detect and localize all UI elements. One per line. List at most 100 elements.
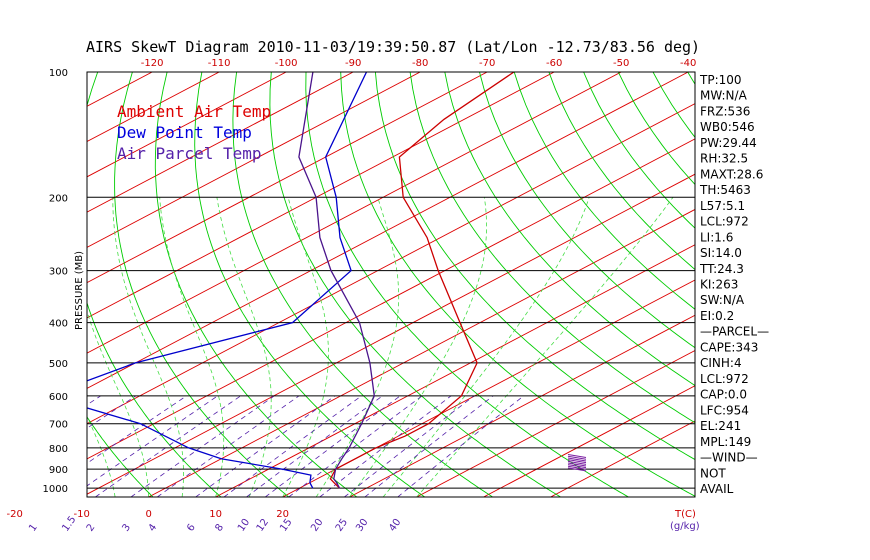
moist-adiabat-line bbox=[216, 197, 272, 497]
stat-line: PW:29.44 bbox=[700, 136, 757, 150]
moist-adiabat-line bbox=[416, 197, 674, 497]
stat-line: EL:241 bbox=[700, 419, 741, 433]
stat-line: CAP:0.0 bbox=[700, 388, 747, 402]
mixing-ratio-line bbox=[397, 395, 524, 497]
top-temp-tick-label: -40 bbox=[680, 58, 696, 69]
bottom-temp-tick-label: 0 bbox=[145, 509, 151, 520]
top-temp-tick-label: -110 bbox=[208, 58, 231, 69]
isotherm-line bbox=[87, 72, 555, 319]
isotherm-line bbox=[483, 385, 695, 497]
dry-adiabat-line bbox=[827, 72, 870, 497]
dry-adiabat-line bbox=[479, 72, 695, 349]
isotherm-line bbox=[0, 72, 85, 497]
isotherm-line bbox=[416, 349, 695, 497]
dry-adiabat-line bbox=[0, 72, 85, 497]
dry-adiabat-line bbox=[757, 72, 870, 497]
wind-barbs bbox=[567, 454, 587, 472]
stat-line: SW:N/A bbox=[700, 293, 745, 307]
mixing-ratio-line bbox=[319, 395, 452, 497]
chart-title: AIRS SkewT Diagram 2010-11-03/19:39:50.8… bbox=[86, 38, 700, 56]
top-temp-tick-label: -70 bbox=[479, 58, 495, 69]
pressure-tick-label: 800 bbox=[49, 444, 68, 455]
legend-parcel-temp: Air Parcel Temp bbox=[117, 144, 262, 163]
isotherm-line bbox=[87, 72, 354, 213]
mixing-ratio-line bbox=[87, 395, 187, 464]
stat-line: TT:24.3 bbox=[699, 262, 744, 276]
mixing-ratio-line bbox=[344, 395, 475, 497]
top-temp-axis: -120 -110 -100 -90 -80 -70 -60 -50 -40 bbox=[141, 58, 697, 69]
isotherm-line bbox=[87, 72, 421, 248]
y-axis-label: PRESSURE (MB) bbox=[74, 251, 85, 330]
isotherm-line bbox=[87, 103, 695, 425]
mixing-ratio-line bbox=[130, 395, 275, 497]
stat-line: TH:5463 bbox=[699, 183, 751, 197]
stat-line: WB0:546 bbox=[700, 120, 755, 134]
wind-hatch bbox=[567, 459, 587, 464]
mixing-ratio-tick-label: 3 bbox=[120, 522, 133, 534]
bottom-temp-tick-label: 20 bbox=[276, 509, 289, 520]
top-temp-tick-label: -100 bbox=[275, 58, 298, 69]
isotherm-line bbox=[215, 244, 695, 497]
legend-dew-point: Dew Point Temp bbox=[117, 123, 252, 142]
wind-hatch bbox=[567, 467, 587, 472]
legend-ambient-temp: Ambient Air Temp bbox=[117, 102, 271, 121]
pressure-tick-label: 400 bbox=[49, 319, 68, 330]
profile-air-parcel-temp bbox=[298, 72, 375, 489]
profile-lines bbox=[87, 72, 515, 489]
mixing-ratio-line bbox=[364, 395, 494, 497]
dry-adiabat-line bbox=[194, 72, 425, 497]
stat-line: L57:5.1 bbox=[700, 199, 745, 213]
dry-adiabat-line bbox=[340, 72, 695, 497]
dry-adiabat-line bbox=[114, 72, 290, 497]
isobars bbox=[87, 196, 695, 489]
top-temp-tick-label: -80 bbox=[412, 58, 428, 69]
mixing-ratio-tick-label: 20 bbox=[309, 517, 325, 534]
mixing-ratio-tick-label: 12 bbox=[255, 517, 271, 534]
isotherm-line bbox=[148, 208, 695, 497]
stat-line: SI:14.0 bbox=[700, 246, 742, 260]
isotherm-line bbox=[87, 72, 622, 354]
pressure-tick-label: 600 bbox=[49, 392, 68, 403]
pressure-tick-label: 1000 bbox=[43, 484, 68, 495]
wind-hatch bbox=[567, 460, 587, 465]
stat-line: AVAIL bbox=[700, 482, 734, 496]
wind-hatch bbox=[567, 465, 587, 470]
mixing-ratio-line bbox=[95, 395, 241, 497]
isotherm-line bbox=[87, 138, 695, 460]
dry-adiabat-line bbox=[87, 72, 222, 497]
isotherm-line bbox=[87, 72, 287, 178]
stat-line: RH:32.5 bbox=[700, 152, 748, 166]
dry-adiabat-line bbox=[305, 72, 629, 497]
mixing-ratio-tick-label: 30 bbox=[354, 517, 370, 534]
plot-frame bbox=[86, 71, 696, 498]
isotherm-line bbox=[349, 314, 695, 497]
stat-line: LCL:972 bbox=[700, 215, 749, 229]
moist-adiabat-line bbox=[315, 197, 400, 497]
stat-line: TP:100 bbox=[699, 73, 742, 87]
isotherm-line bbox=[550, 420, 695, 497]
moist-adiabat-line bbox=[382, 197, 590, 497]
profile-ambient-air-temp bbox=[329, 72, 515, 489]
mixing-ratio-tick-label: 10 bbox=[236, 517, 252, 534]
pressure-tick-label: 300 bbox=[49, 267, 68, 278]
dry-adiabat-line bbox=[232, 72, 493, 497]
dry-adiabat-line bbox=[409, 72, 695, 424]
mixing-ratio-tick-label: 2 bbox=[85, 522, 98, 534]
mixing-ratio-tick-label: 40 bbox=[387, 517, 403, 534]
stat-line: LFC:954 bbox=[700, 403, 749, 417]
mixing-ratio-tick-label: 1 bbox=[27, 522, 40, 534]
profile-dew-point-temp bbox=[87, 72, 368, 489]
pressure-axis-labels: 100 200 300 400 500 600 700 800 900 1000 bbox=[43, 68, 68, 495]
wind-hatch bbox=[567, 464, 587, 469]
dry-adiabat-line bbox=[513, 72, 695, 310]
mixing-ratio-tick-label: 25 bbox=[334, 517, 350, 534]
stat-line: LCL:972 bbox=[700, 372, 749, 386]
mixing-ratio-unit-label: (g/kg) bbox=[670, 521, 700, 532]
dry-adiabat-line bbox=[861, 72, 870, 497]
top-temp-tick-label: -90 bbox=[345, 58, 361, 69]
stat-line: CAPE:343 bbox=[700, 340, 758, 354]
stat-line: NOT bbox=[700, 466, 726, 480]
dry-adiabat-line bbox=[269, 72, 561, 497]
